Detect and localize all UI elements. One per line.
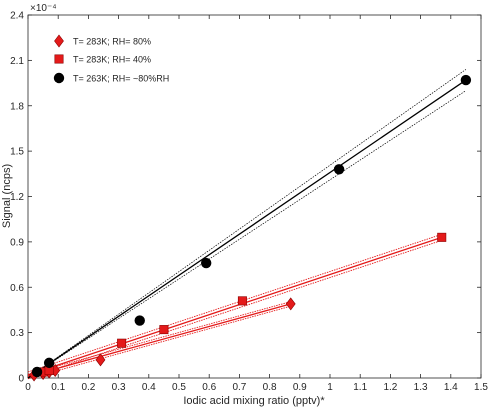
fit-lines-layer	[27, 69, 467, 380]
x-tick-label: 1.5	[474, 382, 488, 393]
x-tick-label: 0.4	[142, 382, 156, 393]
y-tick-label: 0	[18, 374, 24, 385]
y-tick-label: 2.4	[10, 11, 24, 22]
confidence-band-line	[27, 305, 291, 380]
y-tick-label: 2.1	[10, 56, 24, 67]
x-tick-label: 1	[327, 382, 333, 393]
y-tick-label: 1.5	[10, 147, 24, 158]
x-tick-label: 1.4	[444, 382, 458, 393]
x-tick-label: 0.1	[51, 382, 65, 393]
y-axis-label: Signal (ncps)	[1, 164, 13, 228]
x-tick-label: 0.3	[112, 382, 126, 393]
y-tick-label: 1.2	[10, 192, 24, 203]
fit-line	[27, 236, 442, 376]
confidence-band-line	[27, 233, 442, 373]
confidence-band-line	[27, 69, 467, 379]
legend-label: T= 283K; RH= 80%	[73, 37, 151, 47]
data-point-diamond	[285, 297, 296, 311]
data-point-circle	[460, 74, 472, 86]
legend-marker-diamond	[54, 34, 64, 48]
fit-line	[27, 303, 291, 378]
y-multiplier-label: ×10⁻⁴	[30, 3, 57, 14]
legend: T= 283K; RH= 80% T= 283K; RH= 40% T= 263K;…	[53, 34, 169, 84]
legend-marker-circle	[53, 72, 65, 84]
points-layer	[29, 74, 472, 382]
y-tick-label: 0.3	[10, 328, 24, 339]
x-tick-label: 0.5	[172, 382, 186, 393]
legend-marker-square	[54, 54, 64, 64]
x-tick-label: 0.6	[202, 382, 216, 393]
y-tick-label: 0.6	[10, 283, 24, 294]
data-point-square	[437, 232, 447, 242]
data-point-circle	[134, 315, 145, 326]
x-tick-label: 0.8	[263, 382, 277, 393]
x-tick-label: 0.7	[232, 382, 246, 393]
data-point-square	[117, 338, 127, 348]
data-point-circle	[200, 257, 212, 269]
confidence-band-line	[27, 239, 442, 379]
x-tick-label: 1.2	[383, 382, 397, 393]
plot-area	[27, 14, 482, 379]
x-tick-label: 1.1	[353, 382, 367, 393]
x-tick-label: 0	[25, 382, 31, 393]
data-point-circle	[43, 357, 55, 369]
x-tick-label: 0.2	[81, 382, 95, 393]
confidence-band-line	[27, 90, 467, 379]
legend-label: T= 263K; RH= ~80%RH	[73, 74, 169, 84]
x-tick-label: 0.9	[293, 382, 307, 393]
x-tick-label: 1.3	[414, 382, 428, 393]
x-axis-label: Iodic acid mixing ratio (pptv)*	[183, 395, 325, 407]
data-point-square	[237, 296, 247, 306]
data-point-circle	[31, 366, 43, 378]
y-tick-label: 0.9	[10, 237, 24, 248]
data-point-diamond	[95, 353, 106, 367]
confidence-band-line	[27, 301, 291, 375]
legend-label: T= 283K; RH= 40%	[73, 55, 151, 65]
ticks-layer: 0 0.1 0.2 0.3 0.4 0.5 0.6 0.7 0.8 0.9 1 1.1 1.2 1.3 1.…	[10, 11, 488, 394]
data-point-square	[159, 325, 169, 335]
y-tick-label: 1.8	[10, 101, 24, 112]
fit-line	[27, 79, 467, 379]
data-point-circle	[333, 164, 345, 175]
